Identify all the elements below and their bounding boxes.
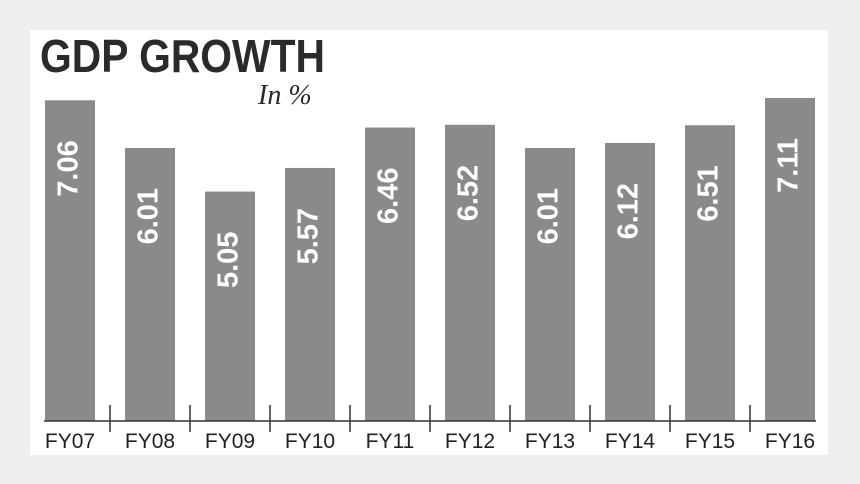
bar [45, 100, 95, 421]
value-label: 6.51 [693, 165, 725, 221]
x-tick-label: FY12 [445, 430, 495, 453]
value-label: 7.11 [773, 138, 805, 193]
bar [445, 124, 495, 421]
x-tick-label: FY08 [125, 430, 175, 453]
chart-subtitle: In % [257, 80, 312, 111]
x-tick-label: FY09 [205, 430, 255, 453]
value-label: 6.01 [133, 188, 165, 244]
chart-title: GDP GROWTH [40, 30, 325, 82]
x-tick-label: FY14 [605, 430, 656, 453]
x-tick-label: FY16 [765, 430, 815, 453]
bar [765, 98, 815, 421]
value-label: 5.57 [293, 208, 325, 264]
bar [365, 127, 415, 421]
value-label: 5.05 [213, 232, 245, 288]
value-label: 7.06 [53, 140, 85, 196]
bar [205, 191, 255, 421]
bar [685, 125, 735, 421]
bar [125, 147, 175, 422]
bar [525, 147, 575, 422]
x-tick-label: FY13 [525, 430, 575, 453]
value-label: 6.01 [533, 188, 565, 244]
x-tick-label: FY15 [685, 430, 735, 453]
value-label: 6.46 [373, 168, 405, 224]
x-tick-label: FY11 [366, 430, 415, 453]
value-label: 6.52 [453, 165, 485, 221]
x-tick-label: FY07 [45, 430, 95, 453]
x-tick-label: FY10 [285, 430, 335, 453]
bar [285, 167, 335, 421]
bar [605, 142, 655, 422]
value-label: 6.12 [613, 183, 645, 239]
